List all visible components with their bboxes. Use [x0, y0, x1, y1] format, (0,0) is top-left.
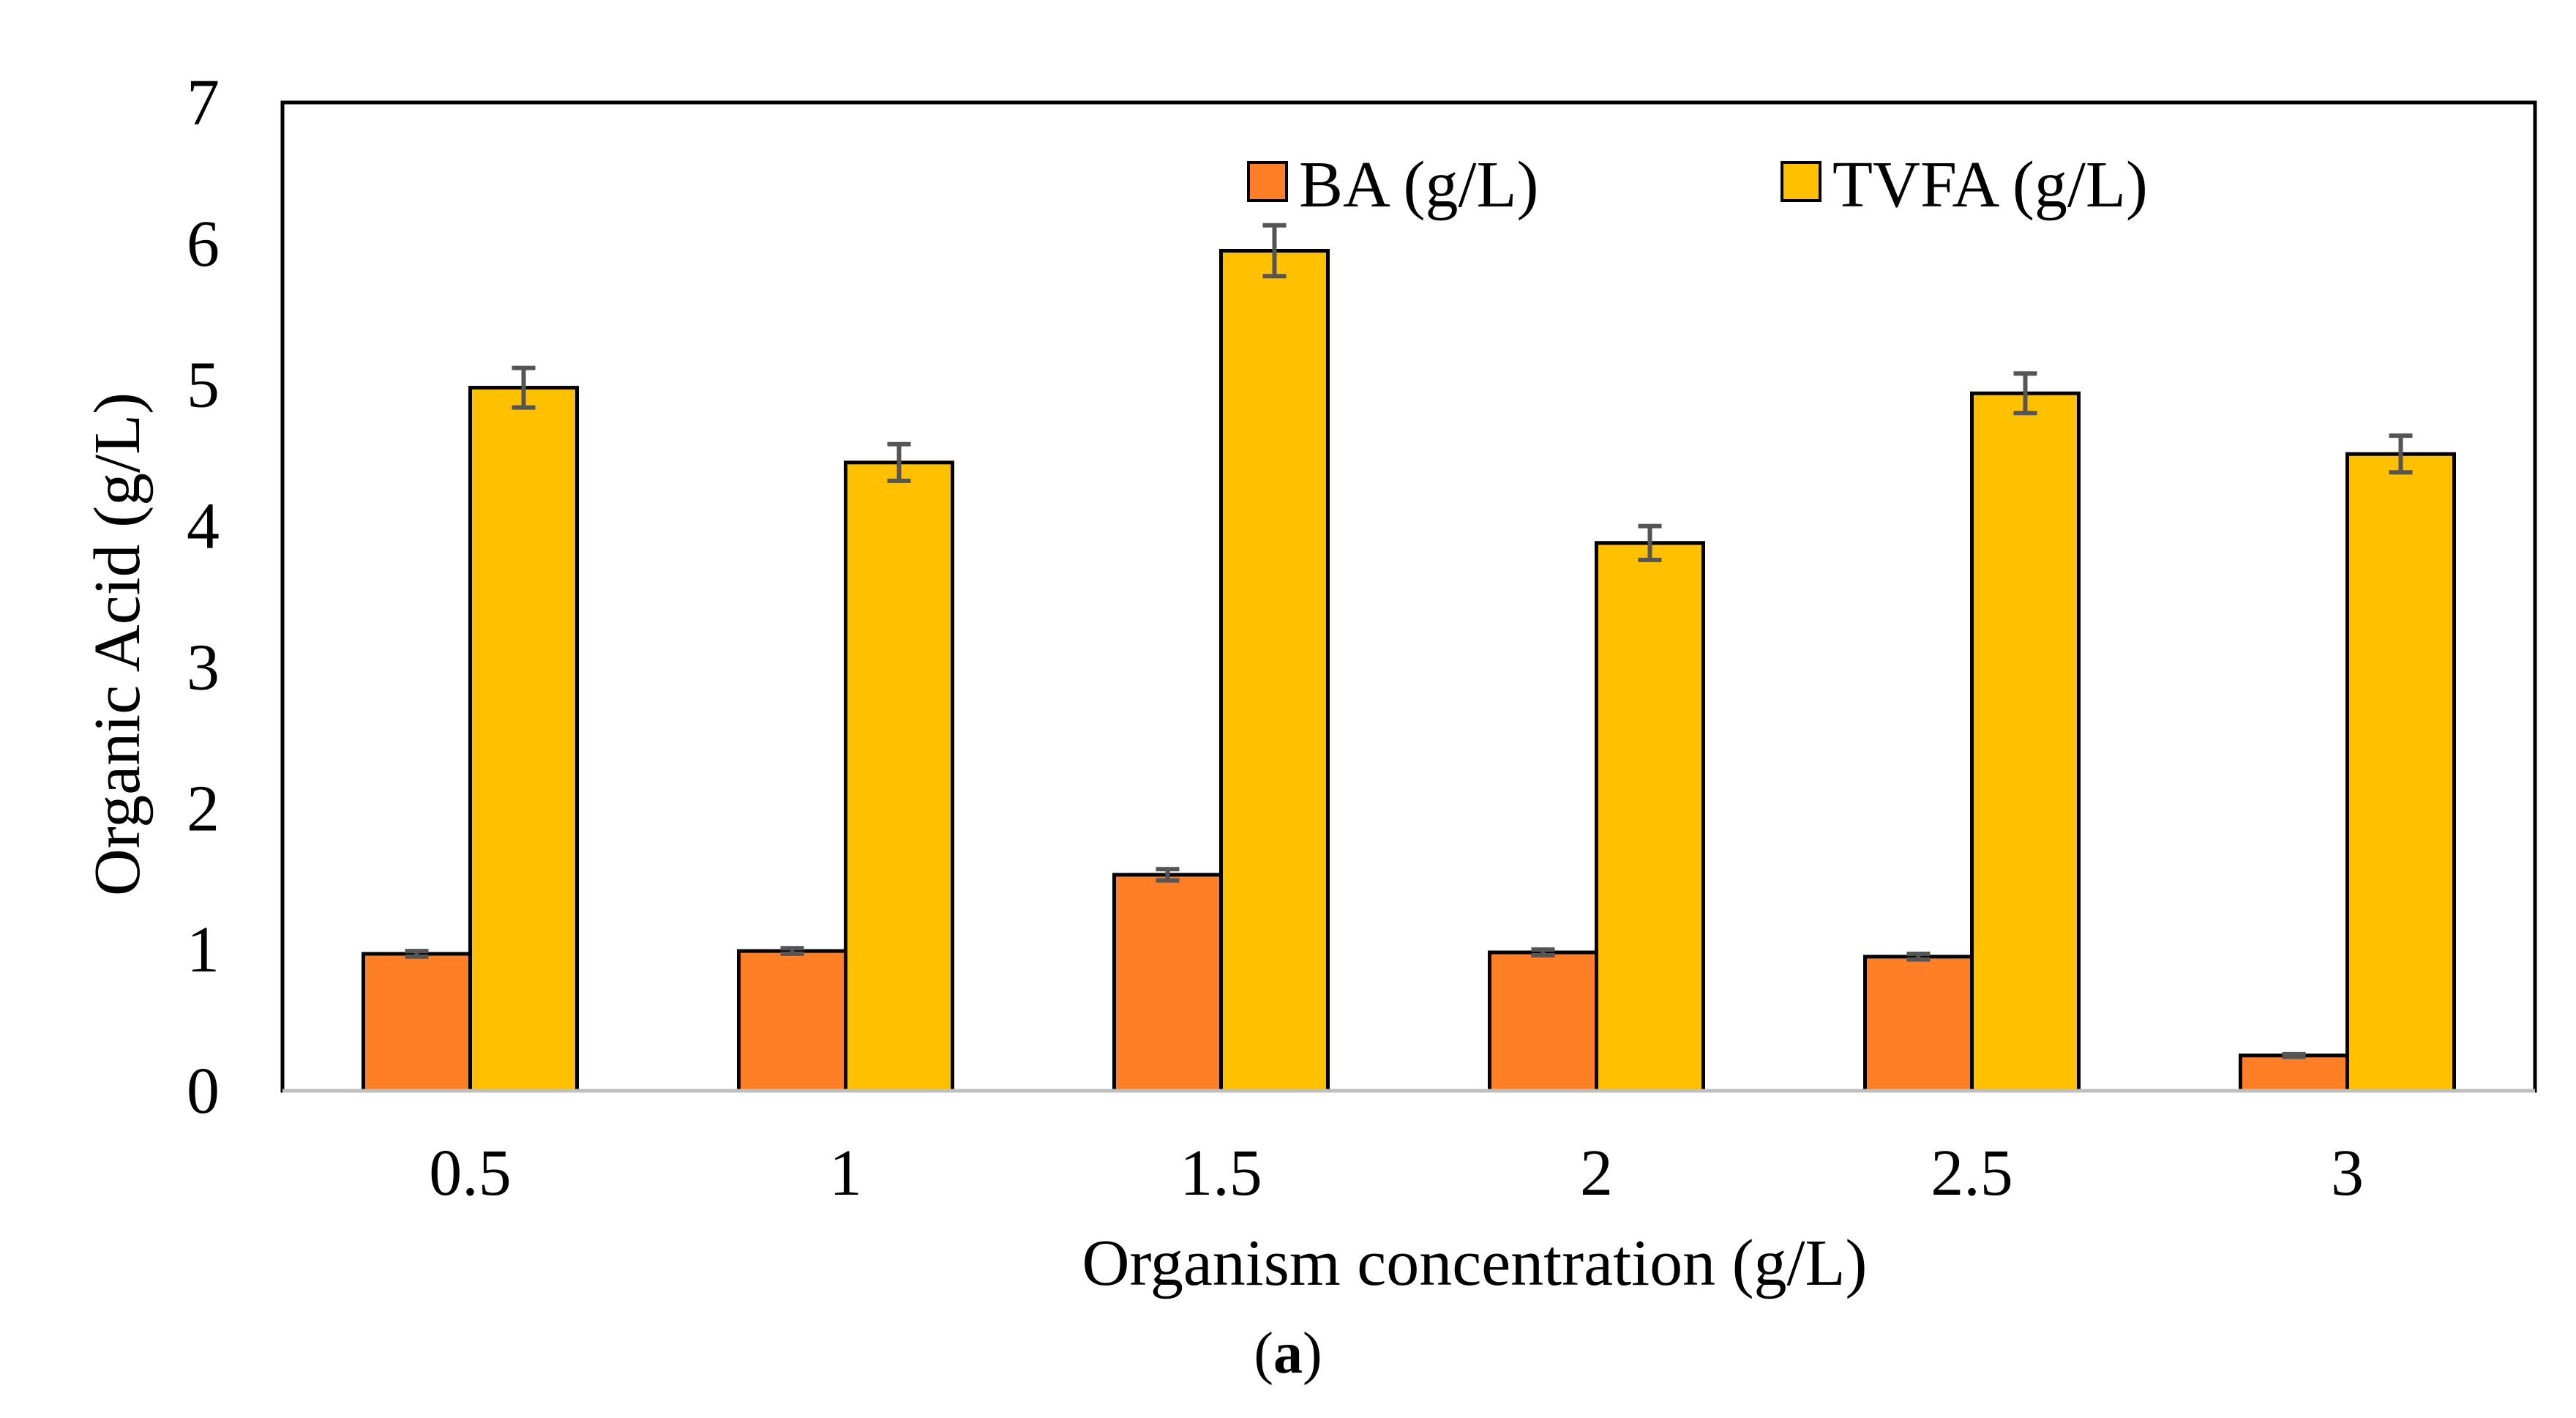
- x-tick-1: 1: [829, 1137, 862, 1209]
- x-axis-title: Organism concentration (g/L): [1082, 1227, 1867, 1299]
- y-tick-6: 6: [187, 208, 220, 280]
- error-bars-layer: [405, 223, 2413, 1059]
- error-bar-tvfa-1.5: [1262, 223, 1287, 279]
- legend: BA (g/L) TVFA (g/L): [1247, 149, 2148, 221]
- bar-ba-1.5: [1112, 873, 1223, 1093]
- y-tick-5: 5: [187, 349, 220, 422]
- bar-tvfa-2.5: [1970, 391, 2081, 1093]
- y-tick-2: 2: [187, 772, 220, 845]
- y-tick-labels: 0 1 2 3 4 5 6 7: [187, 67, 220, 1127]
- legend-swatch-tvfa: [1781, 161, 1821, 202]
- bar-tvfa-0.5: [468, 386, 579, 1093]
- error-bar-ba-1: [780, 946, 804, 956]
- bar-tvfa-1.5: [1219, 249, 1330, 1093]
- bar-ba-1: [737, 949, 847, 1093]
- y-axis-title: Organic Acid (g/L): [81, 392, 154, 896]
- error-bar-tvfa-1: [887, 441, 911, 483]
- caption-open-paren: (: [1254, 1321, 1273, 1386]
- error-bar-ba-0.5: [405, 949, 429, 959]
- x-tick-1.5: 1.5: [1180, 1137, 1262, 1209]
- error-bar-ba-2: [1531, 947, 1555, 958]
- y-tick-7: 7: [187, 67, 220, 139]
- bar-ba-2: [1488, 950, 1598, 1093]
- error-bar-tvfa-0.5: [512, 365, 536, 410]
- figure-caption: (a): [1254, 1321, 1322, 1386]
- x-tick-3: 3: [2331, 1137, 2364, 1209]
- y-tick-0: 0: [187, 1055, 220, 1127]
- x-tick-labels: 0.5 1 1.5 2 2.5 3: [429, 1137, 2364, 1209]
- bar-ba-0.5: [362, 952, 472, 1093]
- bar-ba-3: [2239, 1053, 2349, 1093]
- error-bar-tvfa-2.5: [2013, 371, 2037, 416]
- x-tick-2: 2: [1580, 1137, 1613, 1209]
- caption-letter: a: [1273, 1321, 1303, 1386]
- error-bar-ba-2.5: [1906, 951, 1931, 962]
- bar-ba-2.5: [1863, 955, 1974, 1093]
- bar-tvfa-1: [844, 460, 954, 1093]
- legend-label-tvfa: TVFA (g/L): [1832, 149, 2148, 221]
- y-tick-3: 3: [187, 631, 220, 704]
- x-tick-2.5: 2.5: [1931, 1137, 2013, 1209]
- bar-tvfa-2: [1595, 541, 1705, 1093]
- legend-swatch-ba: [1247, 161, 1288, 202]
- y-tick-4: 4: [187, 490, 220, 563]
- y-tick-1: 1: [187, 914, 220, 986]
- caption-close-paren: ): [1303, 1321, 1322, 1386]
- legend-label-ba: BA (g/L): [1299, 149, 1538, 221]
- error-bar-tvfa-2: [1638, 523, 1662, 562]
- error-bar-ba-3: [2282, 1051, 2306, 1059]
- x-tick-0.5: 0.5: [429, 1137, 512, 1209]
- bar-tvfa-3: [2345, 452, 2456, 1093]
- error-bar-tvfa-3: [2389, 433, 2413, 475]
- error-bar-ba-1.5: [1156, 867, 1180, 883]
